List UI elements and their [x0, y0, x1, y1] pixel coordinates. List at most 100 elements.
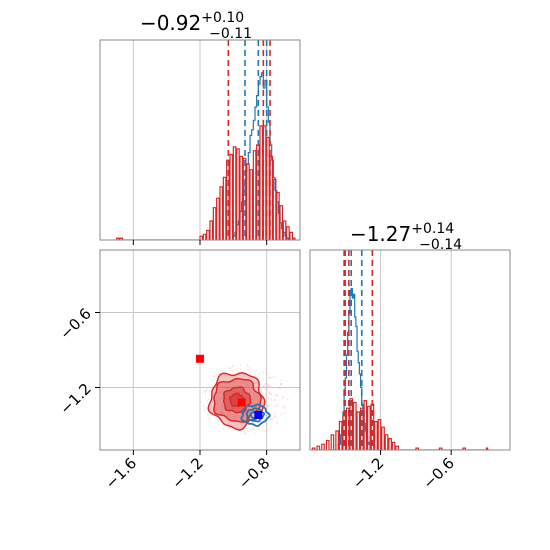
x-tick-label-m1p6: −1.6	[102, 454, 140, 492]
scatter-point	[253, 374, 256, 377]
scatter-point	[205, 390, 207, 393]
scatter-point	[274, 415, 276, 418]
scatter-point	[222, 369, 224, 372]
scatter-point	[257, 427, 260, 430]
scatter-point	[202, 405, 205, 407]
scatter-point	[246, 384, 249, 387]
scatter-point	[274, 405, 276, 408]
scatter-point	[266, 385, 269, 388]
histogram-panel-x	[99, 39, 301, 245]
scatter-point	[208, 389, 211, 392]
scatter-point	[248, 411, 250, 414]
scatter-point	[270, 418, 273, 421]
scatter-point	[232, 364, 234, 367]
scatter-point	[244, 430, 247, 433]
title-y-plus: +0.14	[411, 221, 454, 237]
scatter-point	[223, 374, 226, 377]
scatter-point	[204, 407, 206, 410]
scatter-point	[205, 388, 208, 391]
scatter-point	[269, 385, 272, 388]
scatter-point	[248, 370, 251, 373]
scatter-point	[230, 406, 233, 409]
scatter-point	[207, 386, 210, 389]
scatter-point	[265, 424, 268, 427]
scatter-point	[275, 403, 278, 406]
joint-plot-area	[196, 354, 289, 436]
scatter-point	[213, 391, 215, 394]
scatter-point	[248, 391, 251, 394]
scatter-point	[221, 403, 224, 406]
scatter-point	[261, 390, 263, 393]
scatter-point	[228, 367, 231, 370]
scatter-point	[202, 390, 205, 392]
scatter-point	[237, 407, 240, 410]
scatter-point	[267, 404, 270, 407]
scatter-point	[281, 405, 284, 408]
scatter-point	[250, 398, 253, 401]
scatter-point	[253, 432, 256, 435]
scatter-point	[280, 413, 282, 416]
scatter-point	[219, 370, 222, 372]
scatter-point	[216, 395, 219, 398]
scatter-point	[227, 395, 230, 398]
joint-contour-panel: −1.6 −1.2 −0.8−1.2−0.6	[56, 249, 301, 493]
scatter-point	[261, 384, 264, 387]
scatter-point	[274, 394, 276, 397]
scatter-point	[244, 381, 247, 384]
scatter-point	[271, 376, 274, 379]
scatter-point	[248, 372, 251, 375]
scatter-point	[216, 403, 219, 405]
scatter-point	[255, 370, 258, 372]
scatter-point	[242, 381, 245, 384]
scatter-point	[202, 409, 205, 411]
marker-1-0	[254, 411, 263, 419]
scatter-point	[214, 389, 216, 392]
scatter-point	[246, 427, 248, 430]
scatter-point	[265, 387, 268, 390]
scatter-point	[284, 405, 287, 408]
title-x-value: −0.92	[140, 11, 201, 35]
scatter-point	[201, 391, 204, 394]
scatter-point	[267, 390, 270, 393]
scatter-point	[206, 413, 209, 416]
scatter-point	[219, 411, 222, 414]
scatter-point	[273, 415, 276, 418]
scatter-point	[266, 405, 269, 408]
scatter-point	[267, 383, 270, 386]
scatter-point	[215, 377, 218, 380]
scatter-point	[216, 408, 218, 411]
scatter-point	[286, 398, 289, 401]
scatter-point	[262, 403, 265, 406]
scatter-point	[218, 384, 221, 387]
scatter-point	[253, 428, 256, 431]
scatter-point	[263, 383, 266, 386]
y-tick-label-m0p6: −0.6	[56, 305, 94, 343]
scatter-point	[277, 393, 279, 396]
scatter-point	[261, 426, 264, 429]
scatter-point	[283, 412, 286, 415]
scatter-point	[220, 405, 223, 407]
y-tick-label-m1p2: −1.2	[56, 380, 94, 418]
scatter-point	[239, 364, 242, 367]
scatter-point	[218, 411, 221, 414]
scatter-point	[229, 369, 231, 372]
scatter-point	[274, 399, 277, 401]
hist-y-plot-area	[311, 250, 489, 450]
scatter-point	[268, 376, 271, 379]
scatter-point	[250, 377, 252, 380]
scatter-point	[258, 372, 261, 375]
scatter-point	[219, 390, 222, 393]
scatter-point	[229, 427, 232, 430]
scatter-point	[270, 392, 273, 395]
marker-0-0	[196, 354, 204, 363]
scatter-point	[265, 397, 268, 400]
scatter-point	[267, 429, 270, 431]
scatter-point	[264, 367, 267, 370]
marker-0-1	[237, 398, 246, 407]
title-x-minus: −0.11	[209, 26, 252, 42]
scatter-point	[268, 376, 271, 379]
scatter-point	[261, 384, 263, 387]
scatter-point	[262, 385, 265, 388]
scatter-point	[228, 411, 231, 414]
